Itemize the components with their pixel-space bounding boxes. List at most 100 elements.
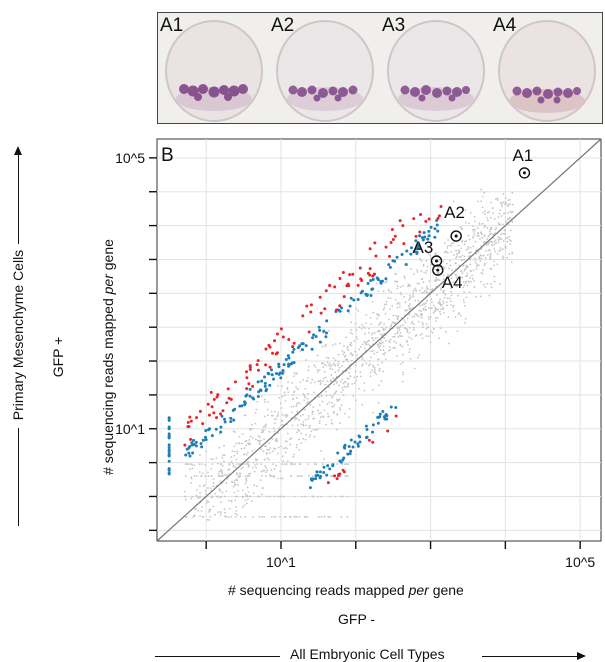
point-grey bbox=[404, 301, 407, 304]
point-grey bbox=[343, 351, 346, 354]
point-blue bbox=[289, 362, 293, 366]
point-grey bbox=[217, 473, 220, 475]
point-grey bbox=[494, 232, 496, 235]
point-grey bbox=[481, 195, 484, 198]
point-grey bbox=[280, 419, 283, 422]
point-grey bbox=[251, 450, 254, 452]
point-grey bbox=[220, 463, 223, 466]
point-grey bbox=[421, 337, 424, 340]
point-grey bbox=[471, 277, 474, 280]
point-grey bbox=[484, 224, 487, 227]
point-grey bbox=[236, 472, 238, 475]
point-blue bbox=[421, 238, 425, 242]
point-grey bbox=[284, 515, 287, 518]
point-red bbox=[209, 390, 213, 394]
point-grey bbox=[474, 257, 476, 260]
point-grey bbox=[296, 475, 299, 477]
point-grey bbox=[219, 475, 221, 477]
marked-gene-dot-2 bbox=[434, 259, 438, 263]
point-grey bbox=[387, 288, 390, 291]
point-red bbox=[309, 310, 313, 314]
point-grey bbox=[436, 317, 439, 319]
point-grey bbox=[341, 365, 343, 368]
point-grey bbox=[376, 345, 379, 347]
point-grey bbox=[443, 251, 446, 254]
point-blue bbox=[300, 348, 304, 352]
point-grey bbox=[494, 250, 497, 253]
point-blue bbox=[324, 335, 328, 339]
point-grey bbox=[371, 300, 374, 303]
point-grey bbox=[318, 369, 321, 372]
point-grey bbox=[232, 485, 235, 488]
point-grey bbox=[267, 401, 269, 403]
point-grey bbox=[195, 475, 198, 477]
point-grey bbox=[452, 310, 455, 312]
point-grey bbox=[388, 318, 390, 321]
point-red bbox=[335, 477, 339, 481]
point-grey bbox=[317, 380, 320, 383]
point-grey bbox=[307, 369, 310, 372]
point-grey bbox=[311, 475, 314, 477]
point-grey bbox=[196, 495, 199, 498]
point-grey bbox=[450, 300, 452, 303]
point-blue bbox=[325, 319, 329, 323]
point-blue bbox=[210, 434, 214, 438]
point-grey bbox=[489, 255, 492, 258]
point-grey bbox=[236, 463, 239, 466]
point-grey bbox=[466, 272, 469, 275]
point-grey bbox=[406, 317, 409, 320]
point-grey bbox=[424, 302, 427, 305]
point-blue bbox=[204, 438, 208, 442]
point-grey bbox=[255, 466, 258, 469]
point-grey bbox=[449, 244, 452, 247]
point-grey bbox=[384, 281, 387, 284]
point-grey bbox=[304, 495, 307, 498]
point-blue bbox=[301, 342, 305, 346]
point-grey bbox=[267, 414, 269, 417]
point-grey bbox=[482, 254, 485, 257]
point-blue bbox=[223, 420, 227, 424]
point-grey bbox=[446, 247, 449, 249]
point-grey bbox=[373, 366, 376, 369]
point-grey bbox=[353, 339, 356, 342]
point-grey bbox=[261, 487, 264, 490]
point-grey bbox=[245, 495, 247, 498]
point-grey bbox=[437, 266, 440, 268]
point-grey bbox=[510, 211, 513, 214]
point-grey bbox=[423, 289, 426, 292]
point-grey bbox=[271, 438, 274, 440]
point-blue bbox=[222, 417, 226, 421]
point-blue bbox=[272, 377, 276, 381]
point-grey bbox=[328, 386, 330, 389]
point-grey bbox=[254, 438, 257, 441]
point-grey bbox=[234, 499, 237, 502]
point-grey bbox=[386, 280, 388, 283]
point-grey bbox=[361, 358, 364, 361]
point-grey bbox=[343, 385, 346, 388]
point-grey bbox=[284, 440, 287, 443]
point-grey bbox=[204, 475, 207, 477]
point-grey bbox=[330, 475, 332, 477]
point-grey bbox=[473, 228, 475, 231]
point-grey bbox=[476, 235, 479, 237]
point-grey bbox=[378, 369, 381, 372]
point-grey bbox=[277, 414, 280, 416]
point-grey bbox=[306, 392, 309, 395]
point-grey bbox=[234, 483, 237, 486]
point-grey bbox=[342, 495, 344, 498]
point-grey bbox=[430, 298, 433, 301]
point-grey bbox=[293, 495, 296, 498]
point-grey bbox=[304, 408, 307, 411]
point-grey bbox=[507, 224, 510, 226]
point-grey bbox=[267, 458, 270, 461]
point-grey bbox=[360, 328, 363, 330]
point-grey bbox=[430, 330, 432, 333]
point-grey bbox=[361, 403, 364, 406]
point-grey bbox=[352, 394, 355, 397]
point-grey bbox=[502, 248, 504, 251]
point-grey bbox=[508, 235, 511, 238]
point-grey bbox=[276, 415, 279, 418]
point-blue bbox=[292, 361, 296, 365]
point-grey bbox=[308, 365, 310, 368]
point-blue bbox=[282, 363, 286, 367]
